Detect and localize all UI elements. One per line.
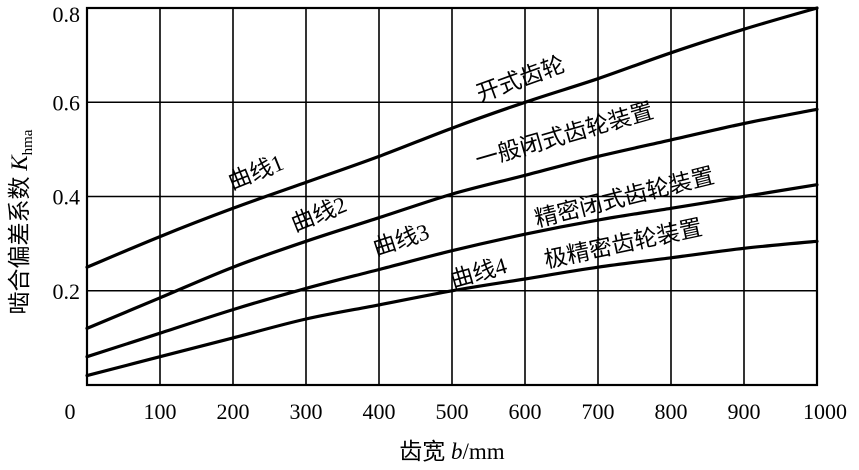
curve-number-label-1: 曲线1: [225, 150, 288, 195]
plot-frame: [85, 6, 819, 387]
series-line-1: [85, 6, 819, 269]
y-tick-label: 0.6: [53, 90, 81, 115]
x-tick-label: 500: [436, 399, 469, 424]
grid-layer: [87, 8, 817, 385]
series-name-label-1: 开式齿轮: [473, 52, 568, 107]
x-axis-title-prefix: 齿宽: [399, 439, 451, 464]
curves-layer: [85, 6, 819, 378]
y-tick-label: 0.8: [53, 2, 81, 27]
x-tick-label: 600: [509, 399, 542, 424]
x-axis-title-var: b: [451, 439, 463, 464]
x-tick-label: 200: [217, 399, 250, 424]
x-tick-label: 100: [144, 399, 177, 424]
x-tick-label: 0: [65, 399, 76, 424]
x-tick-label: 300: [290, 399, 323, 424]
y-axis-title-sub: hma: [20, 129, 36, 155]
series-line-3: [85, 183, 819, 359]
x-tick-label: 800: [655, 399, 688, 424]
x-tick-label: 900: [728, 399, 761, 424]
y-tick-label: 0.4: [53, 185, 81, 210]
series-line-2: [85, 107, 819, 330]
y-axis-title: 啮合偏差系数 Khma: [7, 129, 36, 314]
x-axis-title-unit: /mm: [463, 439, 505, 464]
y-tick-label: 0.2: [53, 279, 81, 304]
x-tick-label: 1000: [803, 399, 847, 424]
y-axis-title-prefix: 啮合偏差系数: [7, 171, 32, 315]
x-tick-label: 700: [582, 399, 615, 424]
x-axis-title: 齿宽 b/mm: [399, 439, 505, 464]
series-line-4: [85, 239, 819, 378]
x-tick-label: 400: [363, 399, 396, 424]
y-axis-title-var: K: [7, 154, 32, 172]
tick-labels: 0 100 200 300 400 500 600 700 800 900 1000 0.2 0.4 0.…: [53, 2, 848, 424]
